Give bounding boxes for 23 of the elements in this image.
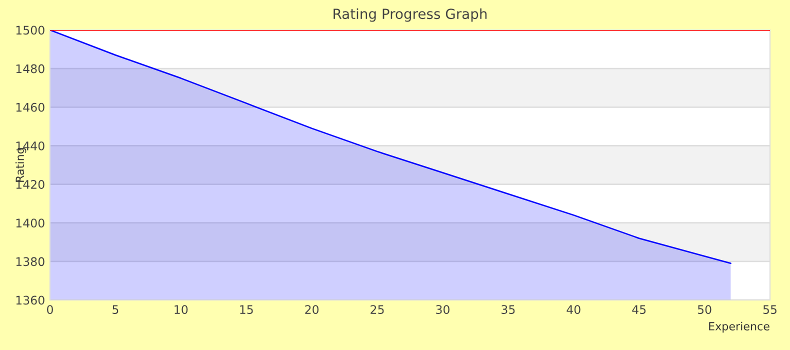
x-tick-label: 20 — [305, 305, 319, 314]
y-axis-title: Rating — [15, 148, 26, 182]
y-tick-label: 1460 — [16, 102, 44, 112]
x-tick-label: 15 — [240, 305, 253, 314]
x-tick-label: 35 — [502, 305, 515, 314]
x-tick-label: 30 — [436, 305, 450, 314]
y-tick-label: 1360 — [16, 296, 44, 305]
x-tick-label: 5 — [112, 305, 118, 314]
x-tick-label: 0 — [47, 305, 53, 314]
y-tick-label: 1400 — [16, 218, 44, 228]
x-tick-label: 45 — [632, 305, 646, 314]
x-tick-label: 25 — [370, 305, 384, 314]
x-axis-title: Experience — [709, 322, 770, 333]
y-tick-label: 1440 — [16, 141, 44, 150]
x-tick-label: 50 — [698, 305, 712, 314]
y-tick-label: 1480 — [16, 64, 44, 74]
x-tick-label: 55 — [763, 305, 776, 314]
y-tick-label: 1420 — [16, 180, 44, 189]
y-tick-label: 1500 — [16, 26, 44, 35]
x-tick-label: 40 — [566, 305, 580, 314]
y-tick-label: 1380 — [16, 257, 44, 266]
x-tick-label: 10 — [174, 305, 188, 314]
chart-title: Rating Progress Graph — [334, 8, 487, 22]
